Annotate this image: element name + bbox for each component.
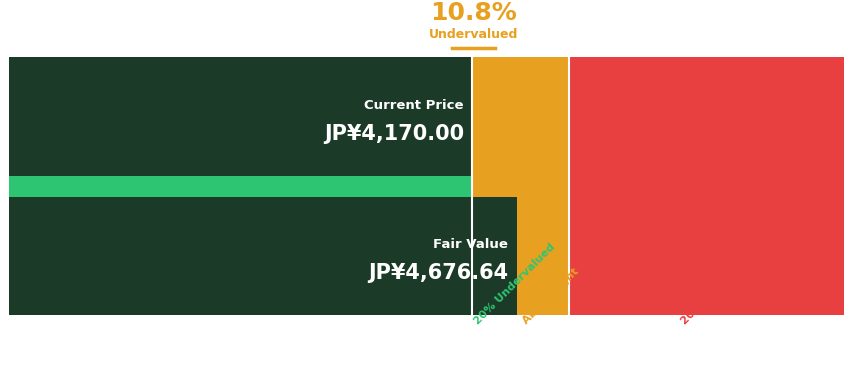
Text: 10.8%: 10.8% <box>429 1 516 25</box>
Bar <box>568 57 843 315</box>
Bar <box>9 57 472 315</box>
Text: JP¥4,170.00: JP¥4,170.00 <box>324 124 463 144</box>
Text: Undervalued: Undervalued <box>429 28 517 41</box>
Text: 20% Undervalued: 20% Undervalued <box>472 242 556 326</box>
Text: Current Price: Current Price <box>364 98 463 112</box>
Text: 20% Overvalued: 20% Overvalued <box>678 247 757 326</box>
Text: Fair Value: Fair Value <box>433 238 508 251</box>
Text: About Right: About Right <box>520 267 579 326</box>
Bar <box>472 57 568 315</box>
Text: JP¥4,676.64: JP¥4,676.64 <box>368 263 508 283</box>
Bar <box>9 57 472 176</box>
Bar <box>9 196 516 315</box>
